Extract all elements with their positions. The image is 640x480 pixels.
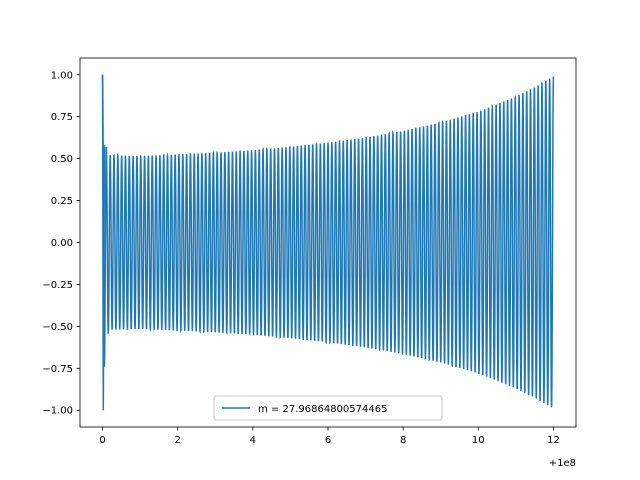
x-axis: 0 2 4 6 8 10 12 [99, 427, 560, 446]
x-tick-label: 10 [472, 435, 485, 446]
y-tick-label: −1.00 [42, 406, 73, 417]
x-tick-label: 12 [547, 435, 560, 446]
y-tick-label: −0.25 [42, 280, 73, 291]
y-axis: −1.00 −0.75 −0.50 −0.25 0.00 0.25 0.50 0.75 1.00 [42, 70, 80, 417]
y-tick-label: 0.25 [51, 196, 73, 207]
legend: m = 27.96864800574465 [213, 395, 443, 421]
legend-box [213, 395, 443, 421]
y-tick-label: 0.00 [51, 238, 73, 249]
series-layer [101, 74, 555, 411]
x-tick-label: 2 [175, 435, 181, 446]
y-tick-label: −0.75 [42, 364, 73, 375]
x-tick-label: 8 [400, 435, 406, 446]
series-line-start [101, 74, 106, 411]
y-tick-label: 0.75 [51, 112, 73, 123]
x-offset-label: +1e8 [549, 458, 576, 469]
x-tick-label: 4 [250, 435, 256, 446]
x-tick-label: 0 [99, 435, 105, 446]
legend-label: m = 27.96864800574465 [258, 404, 387, 415]
x-tick-label: 6 [325, 435, 331, 446]
series-line [101, 74, 555, 408]
y-tick-label: 0.50 [51, 154, 73, 165]
y-tick-label: 1.00 [51, 70, 73, 81]
y-tick-label: −0.50 [42, 322, 73, 333]
